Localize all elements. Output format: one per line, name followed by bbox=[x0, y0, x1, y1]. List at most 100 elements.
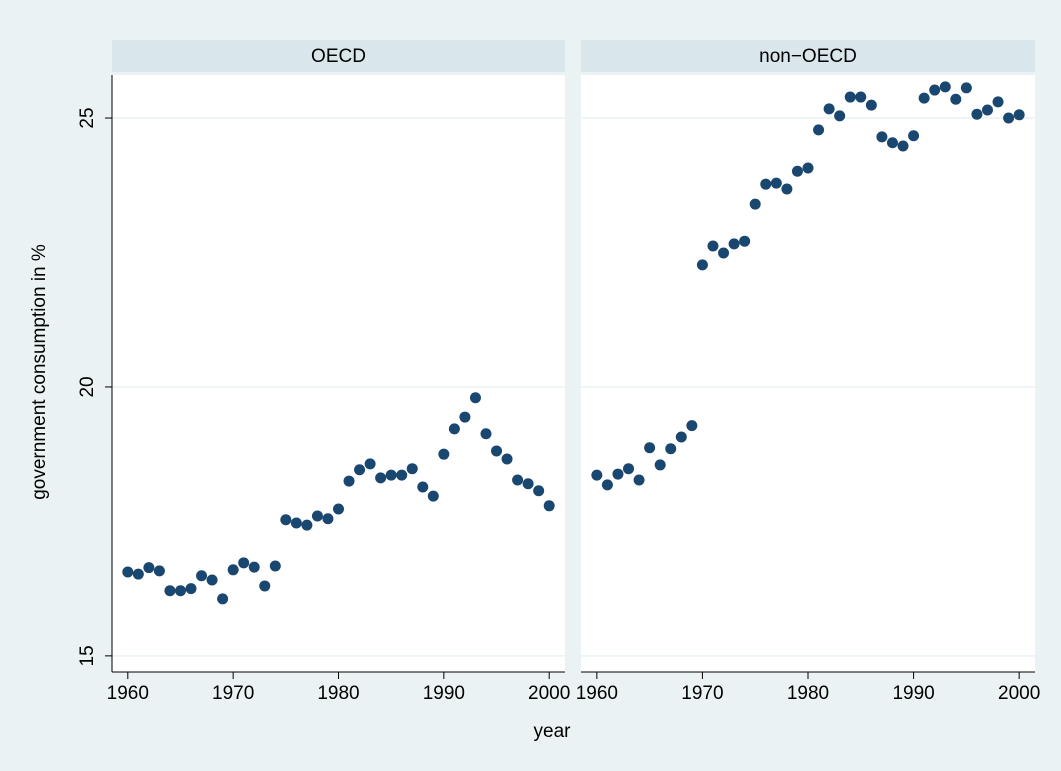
point bbox=[992, 96, 1004, 108]
point bbox=[153, 565, 165, 577]
y-tick-label: 15 bbox=[77, 645, 98, 666]
panel-title: OECD bbox=[311, 46, 366, 67]
point bbox=[206, 574, 218, 586]
point bbox=[174, 585, 186, 597]
point bbox=[417, 481, 429, 493]
point bbox=[185, 583, 197, 595]
point bbox=[427, 490, 439, 502]
point bbox=[612, 468, 624, 480]
point bbox=[290, 517, 302, 529]
point bbox=[981, 104, 993, 116]
point bbox=[876, 131, 888, 143]
point bbox=[122, 566, 134, 578]
x-tick-label: 1980 bbox=[787, 683, 829, 704]
point bbox=[675, 431, 687, 443]
point bbox=[591, 469, 603, 481]
point bbox=[960, 82, 972, 94]
x-tick-label: 1960 bbox=[576, 683, 618, 704]
point bbox=[601, 479, 613, 491]
point bbox=[269, 560, 281, 572]
point bbox=[164, 585, 176, 597]
point bbox=[333, 503, 344, 515]
point bbox=[1013, 109, 1025, 121]
point bbox=[375, 472, 387, 484]
point bbox=[322, 513, 334, 525]
point bbox=[491, 445, 503, 457]
point bbox=[406, 463, 418, 475]
y-axis-label: government consumption in % bbox=[29, 244, 50, 500]
point bbox=[834, 110, 846, 122]
plot-area bbox=[112, 75, 565, 672]
point bbox=[696, 259, 708, 271]
point bbox=[823, 103, 835, 115]
x-tick-label: 1970 bbox=[212, 683, 254, 704]
point bbox=[311, 510, 323, 522]
x-tick-label: 1960 bbox=[107, 683, 149, 704]
point bbox=[791, 165, 803, 177]
point bbox=[501, 453, 513, 465]
x-tick-label: 1970 bbox=[681, 683, 723, 704]
point bbox=[132, 568, 144, 580]
point bbox=[633, 474, 645, 486]
point bbox=[280, 514, 292, 526]
point bbox=[469, 392, 481, 404]
plot-area bbox=[581, 75, 1035, 672]
point bbox=[728, 238, 740, 250]
point bbox=[844, 91, 856, 103]
x-tick-label: 2000 bbox=[528, 683, 570, 704]
point bbox=[543, 500, 555, 512]
point bbox=[749, 198, 761, 210]
x-axis-label: year bbox=[534, 721, 572, 742]
x-tick-label: 1990 bbox=[423, 683, 465, 704]
point bbox=[908, 130, 920, 142]
point bbox=[739, 235, 751, 247]
point bbox=[950, 93, 962, 105]
point bbox=[939, 81, 951, 93]
point bbox=[781, 183, 793, 195]
point bbox=[196, 570, 208, 582]
point bbox=[227, 564, 239, 576]
point bbox=[248, 561, 260, 573]
y-tick-label: 20 bbox=[77, 376, 98, 397]
x-tick-label: 1990 bbox=[892, 683, 934, 704]
point bbox=[354, 464, 366, 476]
panel-header bbox=[112, 40, 565, 72]
point bbox=[760, 178, 772, 190]
point bbox=[459, 411, 471, 423]
point bbox=[897, 140, 909, 152]
point bbox=[855, 91, 867, 103]
point bbox=[512, 474, 524, 486]
panel-header bbox=[581, 40, 1035, 72]
y-tick-label: 25 bbox=[77, 107, 98, 128]
point bbox=[1003, 112, 1015, 124]
point bbox=[971, 108, 983, 120]
point bbox=[343, 475, 355, 487]
point bbox=[533, 485, 545, 497]
point bbox=[929, 84, 941, 96]
point bbox=[665, 443, 677, 455]
point bbox=[438, 448, 450, 460]
point bbox=[143, 562, 155, 574]
point bbox=[480, 428, 492, 440]
point bbox=[886, 137, 898, 149]
point bbox=[813, 124, 825, 136]
x-tick-label: 1980 bbox=[317, 683, 359, 704]
x-tick-label: 2000 bbox=[998, 683, 1040, 704]
point bbox=[448, 423, 460, 435]
point bbox=[707, 240, 719, 252]
point bbox=[364, 458, 376, 470]
panel-title: non−OECD bbox=[759, 46, 857, 67]
point bbox=[718, 247, 730, 259]
point bbox=[770, 177, 782, 189]
point bbox=[522, 478, 534, 490]
point bbox=[217, 593, 229, 605]
point bbox=[385, 469, 397, 481]
point bbox=[238, 557, 250, 569]
point bbox=[865, 99, 877, 111]
point bbox=[301, 519, 313, 531]
point bbox=[686, 420, 698, 432]
point bbox=[396, 469, 408, 481]
point bbox=[802, 162, 814, 174]
point bbox=[654, 459, 666, 471]
